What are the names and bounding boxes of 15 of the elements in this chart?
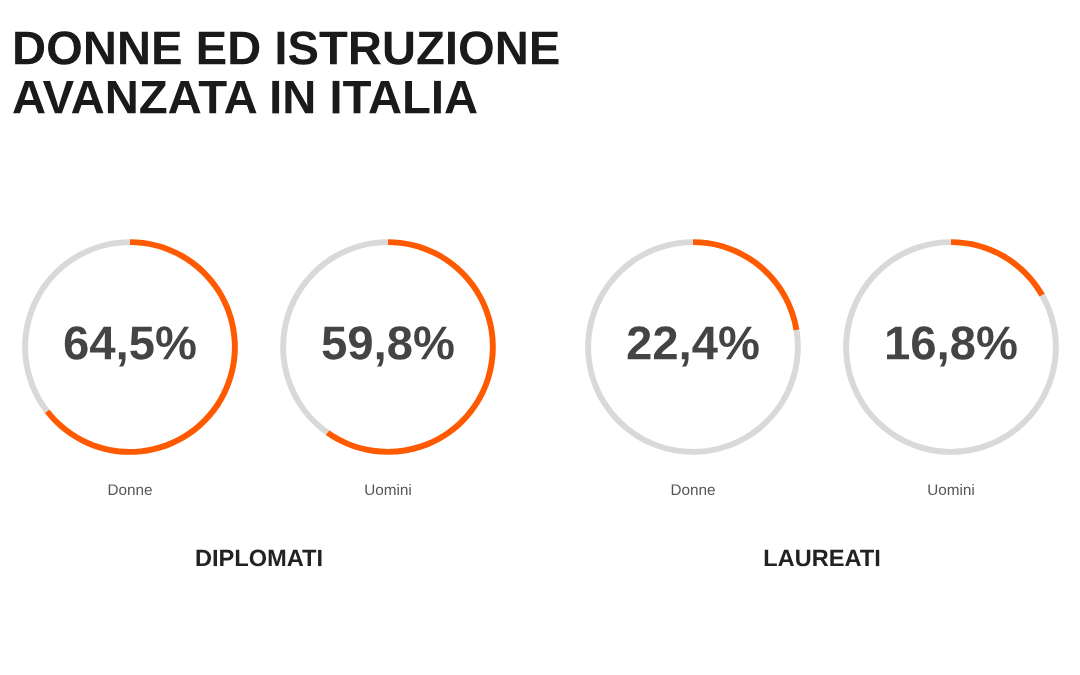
chart-title: DONNE ED ISTRUZIONE AVANZATA IN ITALIA [13,31,559,114]
text: Uomini [365,483,411,496]
data-label: 64,5% [64,326,196,367]
data-label: 16,8% [887,326,1017,367]
text: Uomini [928,483,974,496]
text: Donne [671,484,715,496]
donut-slice [951,239,1045,297]
data-label: 59,8% [322,326,454,367]
text: LAUREATI [764,549,880,567]
data-label: 22,4% [627,326,759,367]
donut-slice [44,239,238,455]
text: DIPLOMATI [196,549,322,567]
donut-slice [585,239,801,455]
donut-slice [843,239,1059,455]
text: Donne [108,484,152,496]
